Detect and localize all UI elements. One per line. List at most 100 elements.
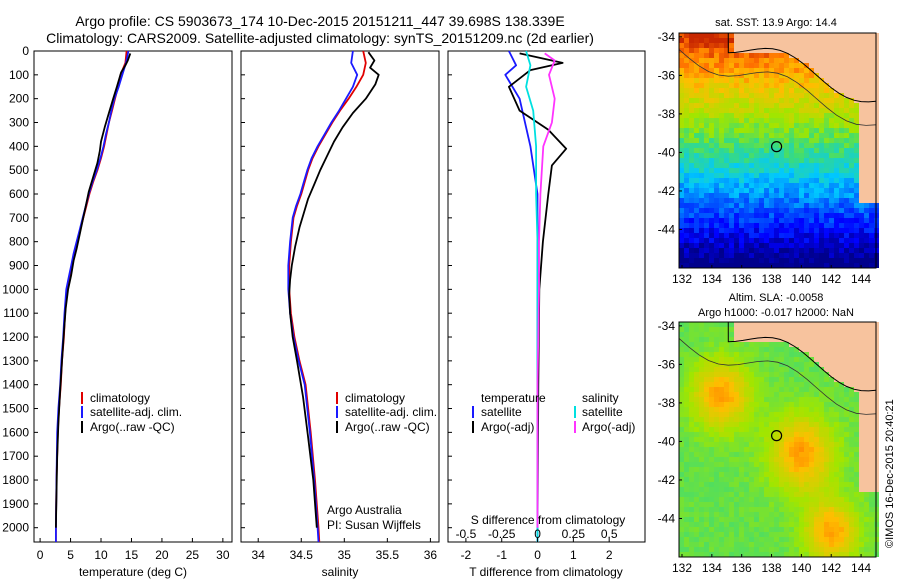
map-cell: [789, 178, 794, 183]
map-cell: [804, 73, 809, 78]
map-cell: [744, 133, 749, 138]
map-cell: [869, 362, 874, 367]
map-cell: [734, 163, 739, 168]
map-cell: [714, 213, 719, 218]
map-cell: [844, 382, 849, 387]
map-cell: [859, 502, 864, 507]
map-cell: [739, 412, 744, 417]
map-cell: [709, 113, 714, 118]
map-cell: [754, 447, 759, 452]
map-cell: [844, 158, 849, 163]
map-cell: [809, 193, 814, 198]
map-cell: [739, 108, 744, 113]
map-cell: [699, 108, 704, 113]
profile-line: [536, 52, 556, 528]
map-cell: [704, 532, 709, 537]
map-cell: [754, 372, 759, 377]
map-cell: [744, 148, 749, 153]
map-cell: [859, 213, 864, 218]
map-cell: [779, 98, 784, 103]
map-cell: [804, 327, 809, 332]
map-cell: [729, 103, 734, 108]
depth-tick-label: 1800: [2, 473, 29, 487]
map-y-tick-label: -42: [658, 473, 676, 487]
map-cell: [704, 248, 709, 253]
map-cell: [704, 118, 709, 123]
map-cell: [769, 332, 774, 337]
map-cell: [774, 492, 779, 497]
map-cell: [864, 382, 869, 387]
map-cell: [789, 392, 794, 397]
map-cell: [724, 233, 729, 238]
map-cell: [794, 108, 799, 113]
map-cell: [734, 253, 739, 258]
map-cell: [764, 58, 769, 63]
map-cell: [754, 158, 759, 163]
map-cell: [819, 457, 824, 462]
map-cell: [704, 327, 709, 332]
map-cell: [709, 542, 714, 547]
map-cell: [704, 547, 709, 552]
map-cell: [709, 83, 714, 88]
map-cell: [764, 522, 769, 527]
map-cell: [679, 118, 684, 123]
map-cell: [749, 183, 754, 188]
map-cell: [814, 78, 819, 83]
map-cell: [819, 522, 824, 527]
map-cell: [724, 38, 729, 43]
map-cell: [689, 153, 694, 158]
map-cell: [769, 327, 774, 332]
map-cell: [719, 123, 724, 128]
map-cell: [719, 78, 724, 83]
map-cell: [799, 228, 804, 233]
map-cell: [694, 457, 699, 462]
map-cell: [769, 68, 774, 73]
map-cell: [799, 502, 804, 507]
map-cell: [839, 68, 844, 73]
map-cell: [794, 213, 799, 218]
map-cell: [814, 53, 819, 58]
map-cell: [679, 123, 684, 128]
map-cell: [834, 108, 839, 113]
map-cell: [709, 387, 714, 392]
map-cell: [754, 163, 759, 168]
map-cell: [729, 93, 734, 98]
map-cell: [809, 138, 814, 143]
map-cell: [804, 552, 809, 557]
map-cell: [689, 228, 694, 233]
map-cell: [759, 213, 764, 218]
map-cell: [744, 462, 749, 467]
map-cell: [789, 93, 794, 98]
map-cell: [704, 397, 709, 402]
map-cell: [819, 422, 824, 427]
map-cell: [829, 452, 834, 457]
map-cell: [804, 223, 809, 228]
map-cell: [709, 337, 714, 342]
map-cell: [834, 387, 839, 392]
map-cell: [729, 68, 734, 73]
map-cell: [744, 248, 749, 253]
map-cell: [844, 168, 849, 173]
map-cell: [779, 203, 784, 208]
map-cell: [679, 223, 684, 228]
map-cell: [754, 58, 759, 63]
map-cell: [709, 188, 714, 193]
map-cell: [709, 372, 714, 377]
map-cell: [769, 372, 774, 377]
map-cell: [724, 357, 729, 362]
map-cell: [744, 537, 749, 542]
map-cell: [849, 118, 854, 123]
map-cell: [854, 198, 859, 203]
map-cell: [819, 58, 824, 63]
map-cell: [854, 33, 859, 38]
map-cell: [704, 108, 709, 113]
map-cell: [784, 98, 789, 103]
map-cell: [694, 527, 699, 532]
map-cell: [739, 472, 744, 477]
map-cell: [864, 63, 869, 68]
map-cell: [809, 362, 814, 367]
map-cell: [804, 407, 809, 412]
map-cell: [689, 238, 694, 243]
map-cell: [729, 253, 734, 258]
map-cell: [739, 537, 744, 542]
